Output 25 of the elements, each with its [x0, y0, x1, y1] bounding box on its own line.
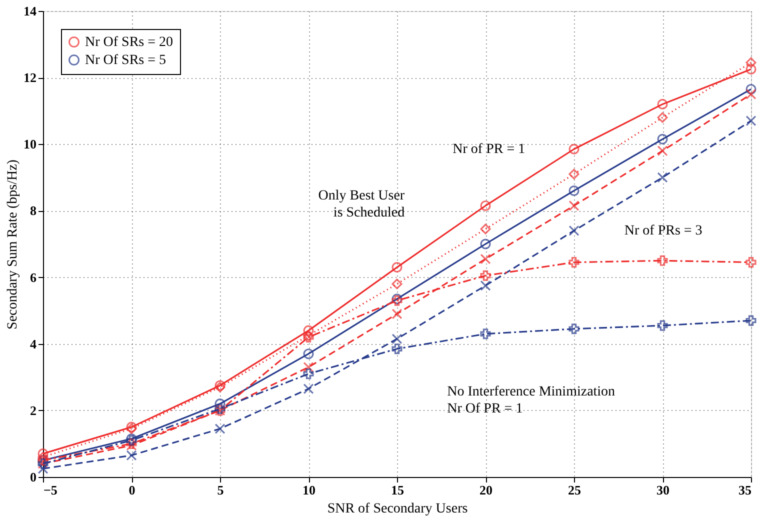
x-tick-label: 5 — [217, 482, 224, 498]
x-tick-label: −5 — [44, 482, 58, 498]
legend-label: Nr Of SRs = 20 — [85, 35, 174, 50]
annotation: Only Best User is Scheduled — [318, 188, 405, 220]
y-tick-label: 12 — [24, 70, 36, 86]
annotation: Nr of PRs = 3 — [624, 223, 702, 238]
x-tick-label: 0 — [128, 482, 136, 498]
x-tick-label: 35 — [738, 482, 752, 498]
x-tick-label: 20 — [480, 482, 492, 498]
y-axis-title: Secondary Sum Rate (bps/Hz) — [6, 159, 20, 330]
y-tick-label: 6 — [30, 270, 37, 285]
x-tick-label: 25 — [568, 482, 582, 498]
x-tick-label: 10 — [302, 482, 316, 498]
y-tick-label: 2 — [30, 402, 36, 418]
y-tick-label: 10 — [24, 136, 36, 152]
y-tick-label: 8 — [30, 203, 37, 218]
x-tick-label: 15 — [391, 482, 404, 498]
y-tick-label: 4 — [30, 336, 37, 352]
annotation: No Interference Minimization Nr Of PR = 1 — [447, 384, 616, 417]
x-tick-label: 30 — [656, 482, 670, 498]
legend-label: Nr Of SRs = 5 — [85, 53, 166, 68]
x-axis-title: SNR of Secondary Users — [327, 502, 468, 516]
y-tick-label: 0 — [30, 470, 36, 484]
annotation: Nr of PR = 1 — [452, 142, 526, 157]
y-tick-label: 14 — [24, 4, 37, 18]
